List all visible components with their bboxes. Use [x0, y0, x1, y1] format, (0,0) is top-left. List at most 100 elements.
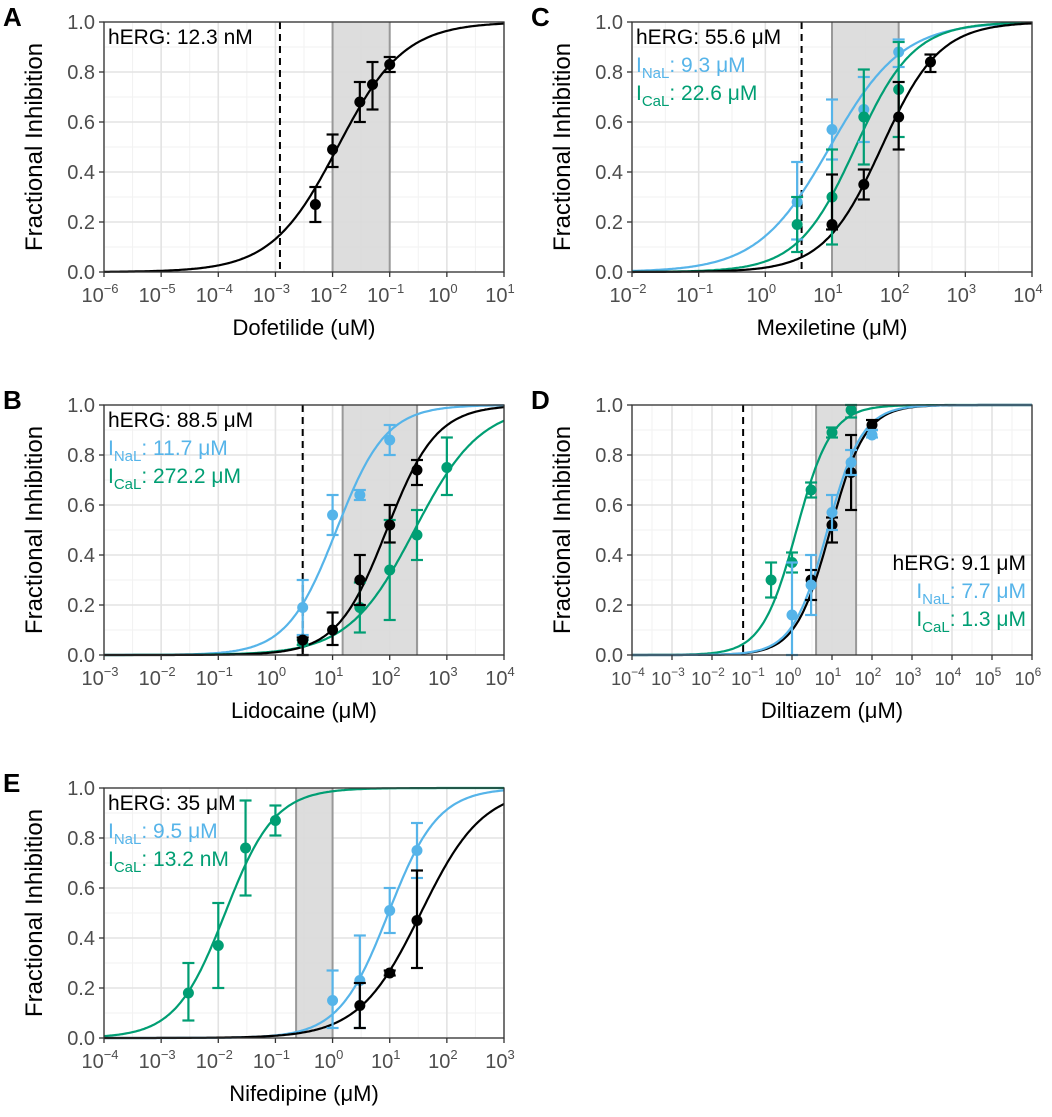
- x-tick-label: 10−4: [196, 281, 233, 307]
- data-point-hERG: [384, 59, 396, 70]
- tick-base: 10: [691, 669, 711, 689]
- y-tick-label: 0.8: [67, 445, 95, 467]
- y-tick-label: 0.2: [67, 212, 95, 234]
- tick-base: 10: [196, 285, 218, 307]
- tick-base: 10: [895, 669, 915, 689]
- panel-letter: C: [531, 2, 550, 32]
- x-tick-label: 100: [257, 664, 286, 690]
- y-tick-label: 0.0: [67, 645, 95, 667]
- tick-base: 10: [676, 285, 698, 307]
- tick-base: 10: [975, 669, 995, 689]
- panel-letter: B: [3, 385, 22, 415]
- y-axis-label: Fractional Inhibition: [21, 809, 48, 1017]
- x-axis-label: Dofetilide (uM): [232, 315, 375, 340]
- x-tick-label: 10−4: [81, 1047, 118, 1073]
- data-point-NaL: [826, 124, 838, 135]
- y-axis-label: Fractional Inhibition: [21, 426, 48, 634]
- tick-exponent: 6: [1035, 665, 1042, 679]
- tick-exponent: −4: [104, 1047, 119, 1062]
- y-tick-label: 0.0: [595, 645, 623, 667]
- tick-exponent: −2: [711, 665, 725, 679]
- annotation-prefix: I: [916, 608, 922, 631]
- data-point-NaL: [786, 609, 798, 621]
- panel-B: 0.00.20.40.60.81.010−3 10−2 10−1 100 101 102 1…: [3, 385, 515, 723]
- y-tick-label: 0.2: [67, 978, 95, 1000]
- tick-exponent: −1: [218, 664, 233, 679]
- tick-exponent: 0: [450, 281, 457, 296]
- tick-exponent: 3: [915, 665, 922, 679]
- x-tick-label: 103: [428, 664, 457, 690]
- tick-base: 10: [81, 1051, 103, 1073]
- x-tick-label: 102: [371, 664, 400, 690]
- tick-base: 10: [196, 668, 218, 690]
- tick-base: 10: [257, 668, 279, 690]
- data-point-CaL: [182, 987, 194, 999]
- tick-base: 10: [310, 285, 332, 307]
- x-tick-label: 10−2: [196, 1047, 233, 1073]
- tick-base: 10: [81, 668, 103, 690]
- plot-border: [103, 21, 505, 273]
- annotation-subscript: CaL: [114, 859, 142, 876]
- y-tick-label: 0.0: [67, 1028, 95, 1050]
- annotation-subscript: CaL: [922, 619, 950, 636]
- annotation-ic50-hERG: hERG: 55.6 μM: [636, 26, 781, 49]
- y-tick-label: 0.6: [595, 495, 623, 517]
- y-tick-label: 0.4: [67, 545, 95, 567]
- x-tick-label: 10−1: [253, 1047, 290, 1073]
- x-tick-label: 106: [1015, 665, 1042, 689]
- tick-exponent: −5: [161, 281, 176, 296]
- y-tick-label: 0.2: [595, 212, 623, 234]
- data-point-CaL: [269, 815, 281, 826]
- y-tick-label: 0.6: [595, 112, 623, 134]
- panel-C: 0.00.20.40.60.81.010−2 10−1 100 101 102 103 10…: [531, 2, 1043, 340]
- y-tick-label: 1.0: [595, 12, 623, 34]
- x-tick-label: 101: [314, 664, 343, 690]
- annotation-prefix: hERG: [108, 792, 165, 815]
- x-tick-label: 105: [975, 665, 1002, 689]
- shaded-concentration-range: [296, 788, 333, 1038]
- annotation-prefix: I: [108, 820, 114, 843]
- y-axis-label: Fractional Inhibition: [21, 43, 48, 251]
- plot-content: [104, 404, 504, 657]
- data-point-hERG: [297, 634, 309, 646]
- panel-A: 0.00.20.40.60.81.010−6 10−5 10−4 10−3 10−2 10…: [3, 2, 515, 340]
- x-tick-label: 102: [855, 665, 882, 689]
- x-tick-label: 100: [314, 1047, 343, 1073]
- y-tick-label: 0.0: [67, 262, 95, 284]
- data-point-hERG: [866, 419, 878, 431]
- tick-exponent: −1: [389, 281, 404, 296]
- x-tick-label: 10−1: [676, 281, 713, 307]
- annotation-prefix: I: [636, 82, 642, 105]
- y-tick-label: 0.4: [67, 162, 95, 184]
- tick-exponent: −1: [698, 281, 713, 296]
- annotation-ic50-hERG: hERG: 9.1 μM: [893, 552, 1026, 575]
- annotation-ic50-NaL: INaL: 11.7 μM: [108, 437, 228, 465]
- tick-exponent: −2: [332, 281, 347, 296]
- annotation-value: : 7.7 μM: [950, 580, 1026, 603]
- annotation-value: : 272.2 μM: [141, 465, 241, 488]
- data-point-hERG: [893, 111, 905, 123]
- tick-exponent: 0: [795, 665, 802, 679]
- tick-base: 10: [428, 1051, 450, 1073]
- annotation-prefix: hERG: [636, 26, 693, 49]
- y-tick-label: 0.2: [595, 595, 623, 617]
- x-tick-label: 104: [1013, 281, 1042, 307]
- data-point-NaL: [384, 905, 396, 916]
- tick-exponent: 5: [995, 665, 1002, 679]
- x-tick-label: 10−1: [196, 664, 233, 690]
- x-tick-label: 10−3: [651, 665, 685, 689]
- y-tick-label: 0.8: [67, 828, 95, 850]
- data-point-CaL: [858, 111, 870, 123]
- fit-curve-hERG: [104, 22, 504, 273]
- tick-base: 10: [947, 285, 969, 307]
- data-point-CaL: [845, 404, 857, 416]
- tick-exponent: 3: [969, 281, 976, 296]
- tick-base: 10: [139, 1051, 161, 1073]
- y-tick-label: 0.4: [595, 162, 623, 184]
- tick-exponent: 3: [508, 1047, 515, 1062]
- data-point-CaL: [411, 529, 423, 541]
- data-point-NaL: [805, 579, 817, 591]
- data-point-NaL: [866, 429, 878, 441]
- tick-exponent: 1: [835, 665, 842, 679]
- x-axis-label: Diltiazem (μM): [761, 698, 903, 723]
